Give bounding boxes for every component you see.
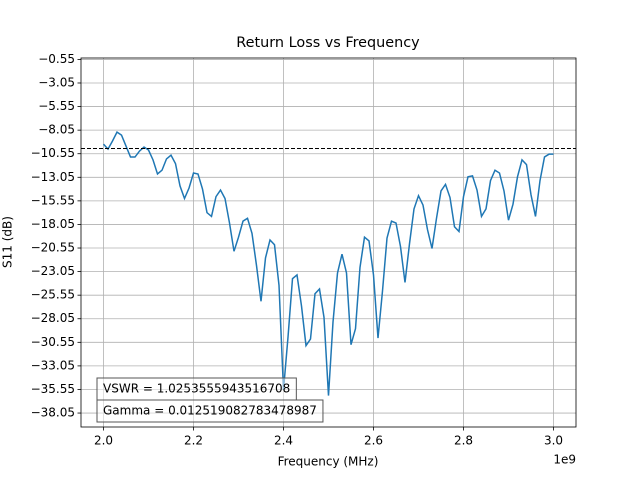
x-tick-label: 2.8 bbox=[454, 434, 473, 448]
annotation: Gamma = 0.012519082783478987 bbox=[103, 404, 317, 418]
x-axis-label: Frequency (MHz) bbox=[278, 455, 379, 469]
annotation-box bbox=[96, 399, 324, 423]
y-tick-label: −35.55 bbox=[31, 382, 75, 396]
x-tick-label: 3.0 bbox=[544, 434, 563, 448]
x-tick-label: 2.4 bbox=[274, 434, 293, 448]
y-tick-label: −20.55 bbox=[31, 241, 75, 255]
y-axis-label: S11 (dB) bbox=[1, 216, 15, 268]
x-tick-label: 2.6 bbox=[364, 434, 383, 448]
x-offset-label: 1e9 bbox=[553, 453, 576, 467]
data-line bbox=[102, 131, 554, 396]
y-tick-label: −25.55 bbox=[31, 288, 75, 302]
y-tick-label: −0.55 bbox=[38, 52, 75, 66]
chart-title: Return Loss vs Frequency bbox=[236, 35, 420, 51]
y-tick-label: −3.05 bbox=[38, 75, 75, 89]
y-tick-label: −33.05 bbox=[31, 358, 75, 372]
y-tick-label: −10.55 bbox=[31, 146, 75, 160]
y-tick-label: −28.05 bbox=[31, 311, 75, 325]
y-tick-label: −38.05 bbox=[31, 406, 75, 420]
y-tick-label: −18.05 bbox=[31, 217, 75, 231]
x-tick-label: 2.0 bbox=[94, 434, 113, 448]
y-tick-label: −15.55 bbox=[31, 193, 75, 207]
y-tick-label: −8.05 bbox=[38, 123, 75, 137]
y-tick-label: −30.55 bbox=[31, 335, 75, 349]
y-tick-label: −13.05 bbox=[31, 170, 75, 184]
y-tick-label: −23.05 bbox=[31, 264, 75, 278]
x-tick-label: 2.2 bbox=[184, 434, 203, 448]
axes-frame bbox=[80, 57, 577, 428]
annotation: VSWR = 1.0253555943516708 bbox=[103, 382, 290, 396]
y-tick-label: −5.55 bbox=[38, 99, 75, 113]
